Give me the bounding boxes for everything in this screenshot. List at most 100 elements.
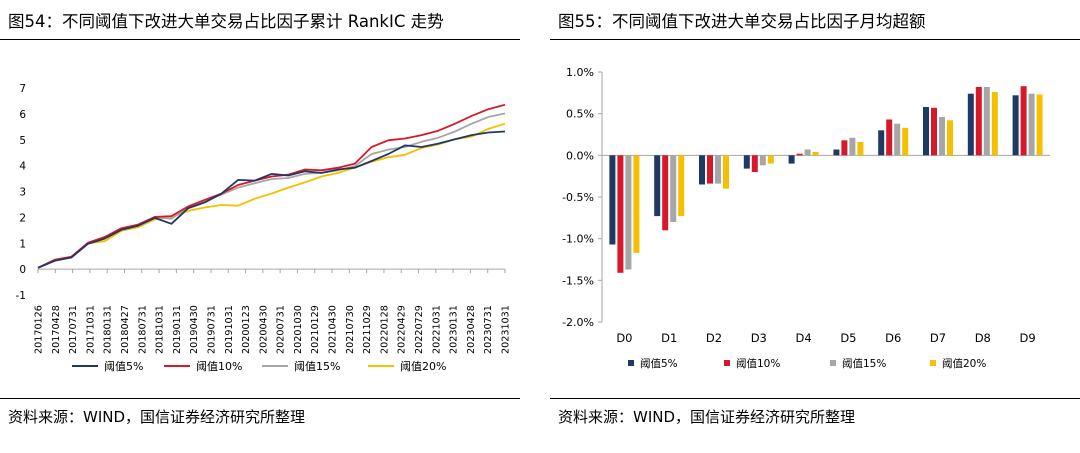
x-tick-label: 20220429: [397, 305, 408, 354]
bar: [633, 155, 640, 253]
x-category-label: D8: [975, 331, 991, 345]
y-tick-label: -0.5%: [562, 191, 594, 204]
bar: [743, 155, 750, 169]
x-tick-label: 20180131: [103, 305, 114, 354]
bar: [947, 120, 953, 156]
bar: [894, 123, 901, 156]
x-category-label: D4: [796, 331, 812, 345]
legend-label: 阈值10%: [196, 359, 242, 373]
y-tick-label: -2.0%: [562, 316, 594, 329]
y-tick-label: 0.0%: [566, 149, 594, 162]
legend-label: 阈值5%: [640, 357, 678, 370]
left-figure-panel: 图54：不同阈值下改进大单交易占比因子累计 RankIC 走势 -1 0 1 2 3 4 5…: [0, 0, 520, 453]
x-category-label: D5: [840, 331, 856, 345]
x-tick-label: 20220729: [414, 305, 425, 354]
x-tick-label: 20210129: [310, 305, 321, 354]
bar: [1028, 93, 1035, 156]
y-tick-label: -1.5%: [562, 274, 594, 287]
bar: [857, 142, 864, 156]
bar: [804, 149, 811, 156]
right-source-note: 资料来源：WIND，国信证券经济研究所整理: [558, 408, 856, 426]
x-tick-label: 20191031: [224, 305, 235, 354]
x-category-label: D0: [616, 331, 632, 345]
y-tick-label: 0.5%: [566, 108, 594, 121]
y-tick-label: 1: [19, 238, 26, 250]
x-tick-label: 20180427: [120, 305, 131, 354]
x-tick-label: 20180731: [137, 305, 148, 354]
legend-label: 阈值5%: [104, 359, 143, 373]
x-tick-label: 20181031: [155, 305, 166, 354]
bar: [1036, 94, 1043, 156]
bar: [654, 155, 661, 217]
bar: [617, 155, 624, 273]
x-tick-label: 20201030: [293, 305, 304, 354]
x-category-label: D3: [751, 331, 767, 345]
bar: [849, 137, 856, 156]
x-tick-label: 20210430: [328, 305, 339, 354]
legend-swatch: [930, 360, 936, 366]
bar: [751, 155, 758, 172]
x-tick-label: 20230428: [466, 305, 477, 354]
y-tick-label: 6: [19, 109, 26, 121]
legend-swatch: [628, 360, 634, 366]
y-tick-label: -1: [16, 290, 26, 302]
x-tick-label: 20170126: [34, 305, 45, 354]
y-tick-label: -1.0%: [562, 233, 594, 246]
y-tick-label: 3: [19, 187, 26, 199]
bar: [625, 155, 632, 270]
bar: [662, 155, 669, 231]
legend-swatch: [724, 360, 730, 366]
bar: [967, 93, 974, 156]
x-tick-label: 20190430: [189, 305, 200, 354]
x-tick-label: 20200430: [258, 305, 269, 354]
cumulative-rankic-line-chart: -1 0 1 2 3 4 5 6 7 20170126 20170428 20170731 201710…: [16, 83, 512, 373]
series-line: [37, 122, 506, 269]
bar: [670, 155, 677, 222]
right-title-rule: [550, 39, 1080, 40]
monthly-excess-bar-chart: 1.0% 0.5% 0.0% -0.5% -1.0% -1.5% -2.0% D0 D1 D2 D3…: [562, 66, 1050, 370]
x-category-label: D2: [706, 331, 722, 345]
right-figure-panel: 图55：不同阈值下改进大单交易占比因子月均超额 1.0% 0.5% 0.0% -0.5…: [550, 0, 1080, 453]
x-tick-label: 20200123: [241, 305, 252, 354]
y-tick-label: 4: [19, 161, 26, 173]
x-tick-label: 20210730: [345, 305, 356, 354]
x-category-label: D7: [930, 331, 946, 345]
bar: [767, 155, 774, 164]
legend-label: 阈值15%: [842, 357, 886, 370]
left-source-note: 资料来源：WIND，国信证券经济研究所整理: [8, 408, 306, 426]
bar: [788, 155, 795, 164]
bar: [886, 119, 893, 156]
bar: [841, 140, 848, 156]
x-tick-label: 20190131: [172, 305, 183, 354]
x-tick-label: 20221031: [431, 305, 442, 354]
right-source-rule: [550, 398, 1080, 399]
y-tick-label: 1.0%: [566, 66, 594, 79]
x-tick-label: 20231031: [501, 305, 512, 354]
bar: [812, 152, 819, 156]
bar: [939, 117, 945, 156]
bar: [1012, 95, 1019, 156]
y-tick-label: 7: [19, 83, 26, 95]
left-figure-title: 图54：不同阈值下改进大单交易占比因子累计 RankIC 走势: [8, 12, 444, 31]
bar: [759, 155, 766, 166]
left-title-rule: [0, 39, 520, 40]
bar: [699, 155, 705, 185]
x-category-label: D6: [885, 331, 901, 345]
x-tick-label: 20230131: [449, 305, 460, 354]
bar: [707, 155, 713, 184]
x-tick-label: 20211029: [362, 305, 373, 354]
bar: [991, 92, 998, 156]
bar: [902, 127, 909, 156]
legend-label: 阈值20%: [942, 357, 986, 370]
series-line: [37, 103, 506, 269]
right-figure-title: 图55：不同阈值下改进大单交易占比因子月均超额: [558, 12, 926, 31]
x-tick-label: 20170731: [68, 305, 79, 354]
legend-swatch: [830, 360, 836, 366]
series-line: [37, 112, 506, 269]
bar: [975, 87, 982, 156]
series-line: [37, 130, 506, 269]
x-tick-label: 20200731: [276, 305, 287, 354]
x-tick-label: 20171031: [85, 305, 96, 354]
left-source-rule: [0, 398, 520, 399]
x-category-label: D1: [661, 331, 677, 345]
